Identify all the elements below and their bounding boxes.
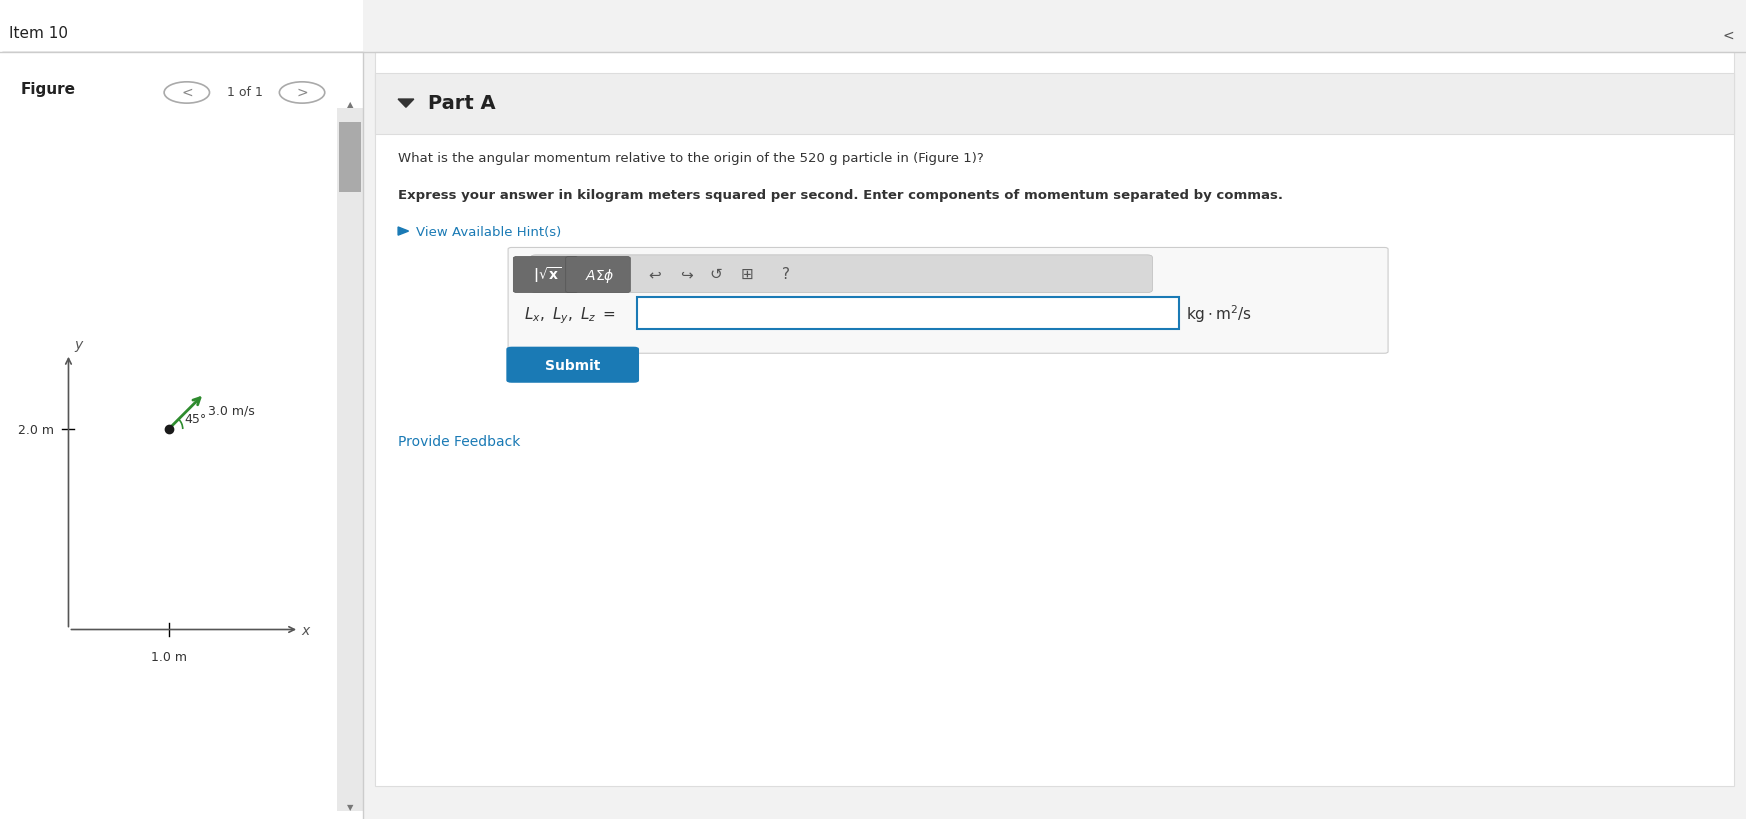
Bar [375, 74, 1734, 135]
Text: View Available Hint(s): View Available Hint(s) [416, 225, 560, 238]
Text: Item 10: Item 10 [9, 26, 68, 41]
FancyBboxPatch shape [508, 248, 1388, 354]
Bar [0, 53, 363, 819]
Text: ⊞: ⊞ [740, 267, 754, 282]
Text: 1.0 m: 1.0 m [150, 649, 187, 663]
Text: Provide Feedback: Provide Feedback [398, 434, 520, 448]
Text: ↺: ↺ [709, 267, 723, 282]
Text: Submit: Submit [545, 358, 601, 373]
Text: Part A: Part A [428, 93, 496, 113]
Bar [637, 297, 1179, 330]
Polygon shape [398, 100, 414, 108]
Text: x: x [300, 622, 309, 636]
Text: 45°: 45° [185, 413, 208, 426]
Text: Figure: Figure [21, 82, 77, 97]
Text: y: y [75, 337, 82, 351]
Text: <: < [1723, 28, 1734, 43]
Text: What is the angular momentum relative to the origin of the 520 g particle in (Fi: What is the angular momentum relative to… [398, 152, 983, 165]
Text: >: > [297, 85, 307, 100]
FancyBboxPatch shape [531, 256, 1152, 293]
Text: ↪: ↪ [679, 267, 693, 282]
Text: ↩: ↩ [648, 267, 662, 282]
Text: $L_x,\ L_y,\ L_z\ =$: $L_x,\ L_y,\ L_z\ =$ [524, 305, 616, 326]
Text: $\mathbf{|\sqrt{x}}$: $\mathbf{|\sqrt{x}}$ [533, 265, 562, 285]
Text: <: < [182, 85, 192, 100]
Bar [363, 0, 1746, 819]
Text: $A\Sigma\phi$: $A\Sigma\phi$ [585, 266, 615, 284]
Bar [337, 109, 363, 811]
FancyBboxPatch shape [506, 347, 639, 383]
Text: Express your answer in kilogram meters squared per second. Enter components of m: Express your answer in kilogram meters s… [398, 188, 1283, 201]
FancyBboxPatch shape [513, 257, 578, 293]
Text: 1 of 1: 1 of 1 [227, 86, 262, 99]
Polygon shape [398, 228, 409, 236]
Text: $\mathrm{kg \cdot m^2/s}$: $\mathrm{kg \cdot m^2/s}$ [1186, 303, 1252, 324]
Text: ?: ? [782, 267, 789, 282]
Text: 2.0 m: 2.0 m [19, 423, 54, 436]
Text: 3.0 m/s: 3.0 m/s [208, 404, 255, 417]
Text: ▲: ▲ [347, 101, 353, 109]
Text: ▼: ▼ [347, 803, 353, 811]
Bar [375, 53, 1734, 786]
FancyBboxPatch shape [566, 257, 630, 293]
Bar [339, 123, 361, 192]
